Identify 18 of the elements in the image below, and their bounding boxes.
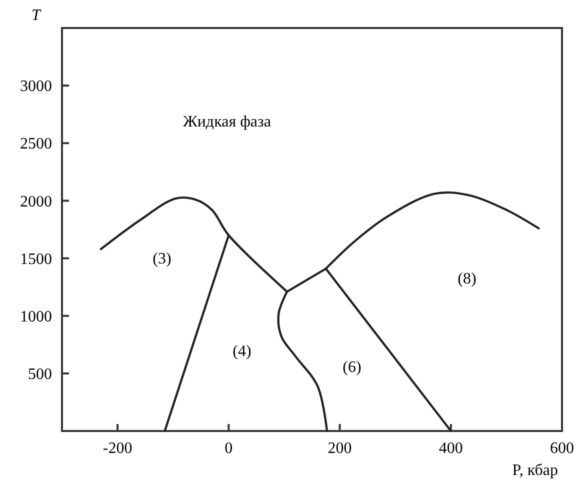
y-axis-title: T: [32, 7, 42, 24]
x-tick-label: 400: [438, 440, 463, 457]
y-tick-label: 2500: [20, 136, 52, 153]
annotation: (8): [458, 270, 476, 288]
y-tick-label: 500: [28, 366, 52, 384]
annotation: Жидкая фаза: [183, 113, 271, 130]
x-axis-title: P, кбар: [512, 462, 558, 479]
y-tick-label: 1000: [20, 308, 52, 326]
annotation: (4): [232, 343, 252, 360]
annotation: (6): [342, 359, 362, 376]
annotation: (3): [152, 250, 172, 268]
x-tick-label: -200: [102, 440, 132, 457]
y-tick-label: 2000: [20, 193, 52, 210]
y-tick-label: 3000: [20, 78, 52, 96]
x-tick-label: 600: [550, 440, 574, 457]
y-tick-label: 1500: [20, 250, 52, 268]
x-tick-label: 0: [224, 440, 233, 457]
x-tick-label: 200: [328, 440, 352, 457]
